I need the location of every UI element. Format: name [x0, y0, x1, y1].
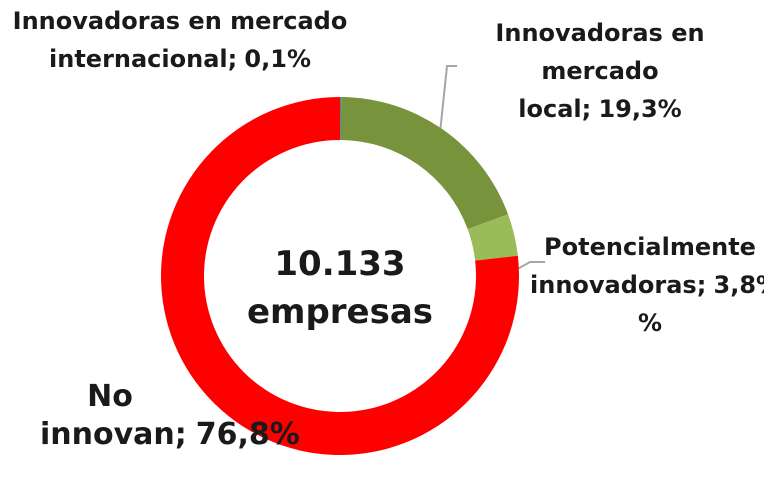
value-label: 76,8%	[195, 417, 300, 452]
donut-segment	[340, 97, 342, 141]
category-label: Potencialmente innovadoras;	[530, 233, 756, 299]
category-label: No innovan;	[40, 379, 187, 452]
donut-segment	[467, 214, 518, 261]
data-label: No innovan; 76,8%	[40, 378, 300, 454]
value-label: 3,8% %	[637, 271, 764, 337]
value-label: 0,1%	[244, 45, 311, 73]
value-label: 19,3%	[598, 95, 682, 123]
ring	[160, 97, 519, 455]
center-line: 10.133	[274, 244, 406, 284]
center-label: 10.133 empresas	[240, 240, 440, 336]
category-label: Innovadoras en mercado local;	[495, 19, 705, 123]
data-label: Innovadoras en mercado local; 19,3%	[480, 14, 720, 128]
category-label: Innovadoras en mercado internacional;	[12, 7, 348, 73]
center-line: empresas	[246, 292, 434, 332]
data-label: Potencialmente innovadoras;3,8% %	[530, 228, 764, 342]
data-label: Innovadoras en mercado internacional; 0,1…	[0, 2, 360, 78]
donut-segment	[340, 97, 509, 230]
leader-line	[437, 65, 457, 153]
